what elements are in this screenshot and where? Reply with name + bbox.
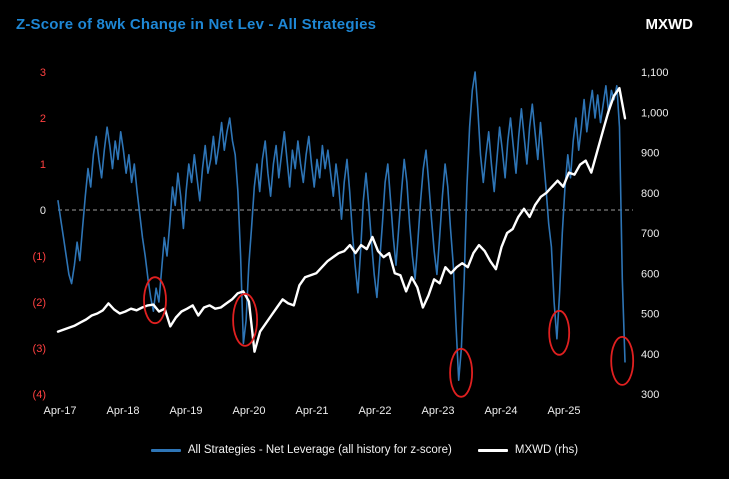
highlight-circle [143,276,167,325]
left-axis-tick-label: 3 [40,67,46,79]
right-axis-tick-label: 600 [641,268,659,280]
left-axis-tick-label: 0 [40,205,46,217]
x-axis-tick-label: Apr-22 [358,405,391,417]
highlight-circle [232,292,259,347]
left-axis-tick-label: (2) [33,297,46,309]
zscore-line-swatch [150,448,181,452]
chart-legend: All Strategies - Net Leverage (all histo… [0,444,729,456]
x-axis-tick-label: Apr-21 [295,405,328,417]
left-axis-tick-label: 2 [40,113,46,125]
x-axis-tick-label: Apr-17 [43,405,76,417]
mxwd-line-swatch [477,448,508,452]
right-axis-title: MXWD [645,16,694,33]
right-axis-tick-label: 1,100 [641,67,669,79]
x-axis-tick-label: Apr-18 [106,405,139,417]
right-axis-tick-label: 400 [641,349,659,361]
left-axis-tick-label: (4) [33,389,46,401]
legend-label-mxwd: MXWD (rhs) [514,444,579,456]
left-axis-tick-label: (1) [33,251,46,263]
highlight-circle [548,309,571,356]
chart-title: Z-Score of 8wk Change in Net Lev - All S… [16,16,377,33]
right-axis-tick-label: 300 [641,389,659,401]
x-axis-tick-label: Apr-23 [421,405,454,417]
right-axis-tick-label: 500 [641,309,659,321]
highlight-circle [610,335,635,386]
x-axis-tick-label: Apr-24 [484,405,517,417]
x-axis-tick-label: Apr-19 [169,405,202,417]
x-axis-tick-label: Apr-20 [232,405,265,417]
legend-item-mxwd: MXWD (rhs) [477,444,579,456]
legend-label-zscore: All Strategies - Net Leverage (all histo… [187,444,452,456]
left-axis-tick-label: 1 [40,159,46,171]
left-axis-tick-label: (3) [33,343,46,355]
right-axis-tick-label: 800 [641,188,659,200]
series-mxwd-rhs [56,86,627,353]
series-all-strategies-net-leverage-zscore [57,71,626,382]
right-axis-tick-label: 700 [641,228,659,240]
highlight-circle [449,347,474,398]
right-axis-tick-label: 1,000 [641,107,669,119]
x-axis-tick-label: Apr-25 [547,405,580,417]
right-axis-tick-label: 900 [641,148,659,160]
legend-item-zscore: All Strategies - Net Leverage (all histo… [150,444,452,456]
